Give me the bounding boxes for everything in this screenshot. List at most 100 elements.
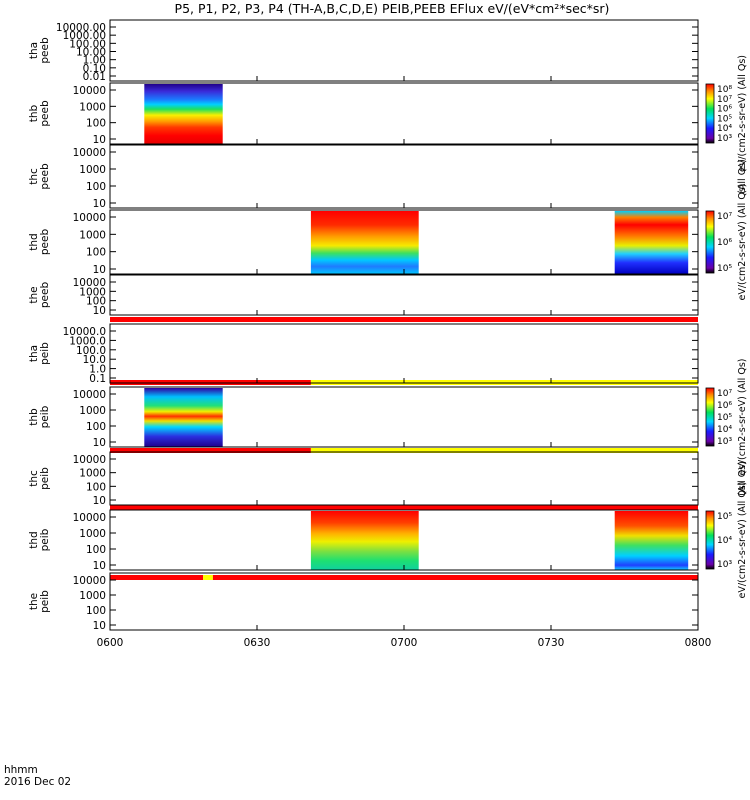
colorbar-label: (All Qs) bbox=[737, 159, 748, 194]
x-tick-label: 0630 bbox=[244, 637, 271, 649]
panel-frame bbox=[109, 274, 699, 316]
colorbar-tick-label: 10⁵ bbox=[717, 413, 732, 423]
y-tick-label: 1000 bbox=[79, 528, 106, 540]
time-axis-label: hhmm bbox=[4, 764, 38, 776]
status-bar-segment bbox=[110, 317, 698, 322]
colorbar-label: (All Qs) bbox=[737, 461, 748, 496]
y-tick-label: 10000 bbox=[73, 85, 106, 97]
colorbar-tick-label: 10³ bbox=[717, 437, 732, 447]
y-tick-label: 1000 bbox=[79, 468, 106, 480]
figure-title: P5, P1, P2, P3, P4 (TH-A,B,C,D,E) PEIB,P… bbox=[175, 1, 610, 16]
y-tick-label: 10000 bbox=[73, 212, 106, 224]
y-tick-label: 10000 bbox=[73, 389, 106, 401]
y-tick-label: 10 bbox=[93, 264, 106, 276]
y-tick-label: 10000.0 bbox=[63, 326, 106, 338]
panel-label-probe: thc bbox=[28, 470, 40, 487]
y-tick-label: 100 bbox=[86, 544, 106, 556]
panel-label-product: peeb bbox=[39, 37, 51, 64]
colorbar-tick-label: 10⁷ bbox=[717, 389, 732, 399]
panel-frame bbox=[109, 451, 699, 506]
date-label: 2016 Dec 02 bbox=[4, 776, 71, 788]
panel-label-product: peib bbox=[39, 405, 51, 428]
panel-label-product: peib bbox=[39, 467, 51, 490]
panel-label-probe: thc bbox=[28, 168, 40, 185]
status-bar-segment bbox=[310, 448, 698, 453]
y-tick-label: 10000 bbox=[73, 512, 106, 524]
panel-label: thdpeib bbox=[28, 528, 51, 551]
y-tick-label: 10000 bbox=[73, 575, 106, 587]
x-tick-label: 0730 bbox=[538, 637, 565, 649]
y-tick-label: 100 bbox=[86, 247, 106, 259]
y-tick-label: 1000 bbox=[79, 405, 106, 417]
spectrogram-block bbox=[144, 388, 223, 447]
y-tick-label: 1000 bbox=[79, 229, 106, 241]
x-tick-label: 0600 bbox=[97, 637, 124, 649]
y-tick-label: 1.0 bbox=[89, 364, 106, 376]
panel-thb_peib: 10000 1000 100 10 thbpeib 10⁷ 10⁶ 10⁵ 10⁴ 10³ eV/(… bbox=[28, 359, 748, 476]
colorbar-tick-label: 10⁴ bbox=[717, 425, 732, 435]
y-tick-label: 100 bbox=[86, 605, 106, 617]
status-bar-segment bbox=[110, 575, 204, 580]
y-tick-label: 10 bbox=[93, 560, 106, 572]
panel-label-product: peeb bbox=[39, 163, 51, 190]
panel-frame bbox=[109, 323, 699, 384]
spectrogram-block bbox=[614, 511, 689, 570]
colorbar-tick-label: 10⁵ bbox=[717, 512, 732, 522]
y-tick-label: 100 bbox=[86, 181, 106, 193]
y-tick-label: 0.10 bbox=[83, 63, 106, 75]
colorbar-tick-label: 10⁷ bbox=[717, 95, 732, 105]
panel-label-product: peib bbox=[39, 528, 51, 551]
colorbar-label: eV/(cm2-s-sr-eV) (All Qs) bbox=[737, 55, 748, 172]
colorbar-label: eV/(cm2-s-sr-eV) (All Qs) bbox=[737, 184, 748, 301]
y-tick-label: 0.01 bbox=[83, 71, 106, 83]
colorbar bbox=[705, 510, 715, 570]
panel-label: thapeeb bbox=[28, 37, 51, 64]
y-tick-label: 1000.00 bbox=[63, 30, 106, 42]
y-tick-label: 10000 bbox=[73, 147, 106, 159]
y-tick-label: 10000 bbox=[73, 454, 106, 466]
y-tick-label: 100.00 bbox=[69, 38, 106, 50]
panel-label-probe: the bbox=[28, 286, 40, 303]
y-tick-label: 1000 bbox=[79, 164, 106, 176]
panel-label-probe: the bbox=[28, 593, 40, 610]
colorbar-label: eV/(cm2-s-sr-eV) (All Qs) bbox=[737, 359, 748, 476]
colorbar-tick-label: 10⁶ bbox=[717, 238, 732, 248]
colorbar-tick-label: 10⁴ bbox=[717, 536, 732, 546]
colorbar-tick-label: 10⁸ bbox=[717, 85, 732, 95]
panel-the_peib: 10000 1000 100 10 thepeib bbox=[28, 572, 699, 632]
y-tick-label: 1000 bbox=[79, 590, 106, 602]
spectrogram-block bbox=[614, 211, 689, 274]
colorbar-tick-label: 10⁶ bbox=[717, 105, 732, 115]
panel-label-product: peib bbox=[39, 590, 51, 613]
time-axis-footer: hhmm 2016 Dec 02 bbox=[4, 764, 71, 788]
x-tick-label: 0800 bbox=[685, 637, 712, 649]
panel-label: thcpeib bbox=[28, 467, 51, 490]
y-tick-label: 10000.00 bbox=[56, 22, 106, 34]
panel-label: thbpeeb bbox=[28, 100, 51, 127]
panel-label: thbpeib bbox=[28, 405, 51, 428]
y-tick-label: 1000 bbox=[79, 286, 106, 298]
spectrogram-block bbox=[310, 511, 419, 570]
y-tick-label: 10 bbox=[93, 305, 106, 317]
panel-label-product: peib bbox=[39, 342, 51, 365]
y-tick-label: 10 bbox=[93, 495, 106, 507]
panel-frame bbox=[109, 19, 699, 82]
panel-label-probe: tha bbox=[28, 345, 40, 362]
y-tick-label: 10 bbox=[93, 198, 106, 210]
colorbar-tick-label: 10⁴ bbox=[717, 124, 732, 134]
y-tick-label: 10.0 bbox=[83, 354, 106, 366]
y-tick-label: 100 bbox=[86, 421, 106, 433]
colorbar bbox=[705, 210, 715, 274]
panel-label-product: peeb bbox=[39, 282, 51, 309]
panel-label-probe: thd bbox=[28, 531, 40, 548]
status-bar-segment bbox=[203, 575, 213, 580]
panel-frame bbox=[109, 572, 699, 631]
y-tick-label: 100 bbox=[86, 481, 106, 493]
panel-label-probe: thb bbox=[28, 408, 40, 426]
y-tick-label: 1.00 bbox=[83, 55, 106, 67]
